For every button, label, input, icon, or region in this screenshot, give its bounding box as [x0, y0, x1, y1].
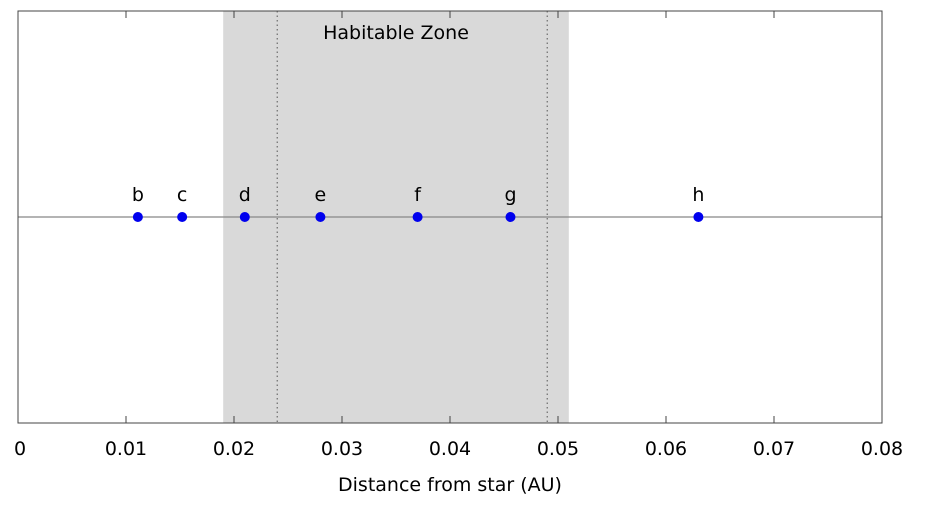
planet-point-d [239, 212, 250, 222]
x-tick-label: 0.01 [105, 438, 147, 460]
x-axis: 0 0.01 0.02 0.03 0.04 0.05 0.06 0.07 0.08 [14, 11, 903, 460]
planet-point-g [505, 212, 516, 222]
x-tick-label: 0.05 [537, 438, 579, 460]
planet-point-h [693, 212, 704, 222]
planet-points: b c d e f g h [132, 184, 704, 222]
planet-point-c [177, 212, 188, 222]
planet-label-b: b [132, 184, 144, 206]
planet-point-e [315, 212, 326, 222]
x-tick-label: 0 [14, 438, 26, 460]
planet-point-b [132, 212, 143, 222]
x-tick-label: 0.03 [321, 438, 363, 460]
habitable-zone-label: Habitable Zone [323, 22, 469, 44]
x-tick-label: 0.04 [429, 438, 471, 460]
x-tick-label: 0.08 [861, 438, 903, 460]
x-tick-label: 0.02 [213, 438, 255, 460]
x-axis-title: Distance from star (AU) [338, 474, 562, 496]
planet-label-f: f [414, 184, 422, 206]
planet-point-f [412, 212, 423, 222]
x-tick-label: 0.06 [645, 438, 687, 460]
x-tick-label: 0.07 [753, 438, 795, 460]
planet-label-g: g [504, 184, 516, 206]
planet-label-c: c [177, 184, 187, 206]
planet-label-d: d [239, 184, 251, 206]
planet-label-e: e [315, 184, 327, 206]
planet-label-h: h [692, 184, 704, 206]
